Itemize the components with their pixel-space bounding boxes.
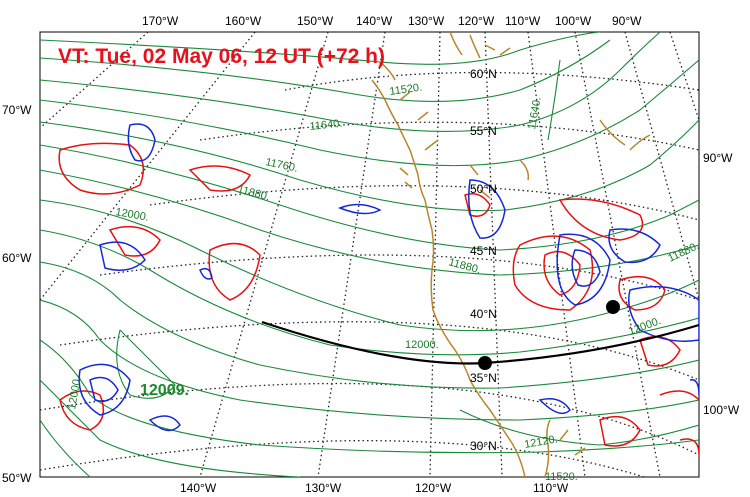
lon-label-top: 90°W [612,14,642,28]
lon-label-top: 140°W [356,14,393,28]
lon-label-top: 160°W [225,14,262,28]
contour-label: 11640. [309,118,343,133]
contour-label: 11520. [545,471,578,483]
contour-label: 12120. [523,433,558,451]
track-point-start [606,300,620,314]
lat-label: 30°N [470,439,497,453]
lon-label-top: 120°W [458,14,495,28]
contour-label: 12000. [114,206,149,224]
lat-label: 35°N [470,371,497,385]
lon-label-top: 100°W [555,14,592,28]
edge-label-left: 70°W [2,103,32,117]
track-point-current [478,356,492,370]
lat-label: 60°N [470,67,497,81]
lat-label: 40°N [470,307,497,321]
edge-label-right: 100°W [703,403,740,417]
contour-label: 12000. [66,375,84,410]
lon-label-top: 170°W [142,14,179,28]
negative-contours [78,123,699,432]
valid-time-title: VT: Tue, 02 May 06, 12 UT (+72 h) [58,45,385,68]
graticule-meridians [40,32,699,477]
coastline [371,32,651,477]
edge-label-left: 60°W [2,251,32,265]
lon-label-bottom: 130°W [305,481,342,495]
contour-label: 11520. [389,82,423,98]
lat-label: 50°N [470,182,497,196]
contour-label: 12000. [405,339,439,351]
lon-label-top: 130°W [408,14,445,28]
edge-label-left: 50°W [2,471,32,485]
max-value-label: 12009. [140,382,189,399]
lat-label: 45°N [470,244,497,258]
lon-label-bottom: 110°W [533,481,569,495]
lon-label-top: 110°W [505,14,541,28]
lon-label-bottom: 120°W [415,481,452,495]
graticule-parallels [40,71,699,477]
lat-label: 55°N [470,124,497,138]
contour-label: 11640. [526,96,544,130]
edge-label-right: 90°W [703,151,733,165]
lon-label-top: 150°W [297,14,334,28]
lon-label-bottom: 140°W [180,481,217,495]
